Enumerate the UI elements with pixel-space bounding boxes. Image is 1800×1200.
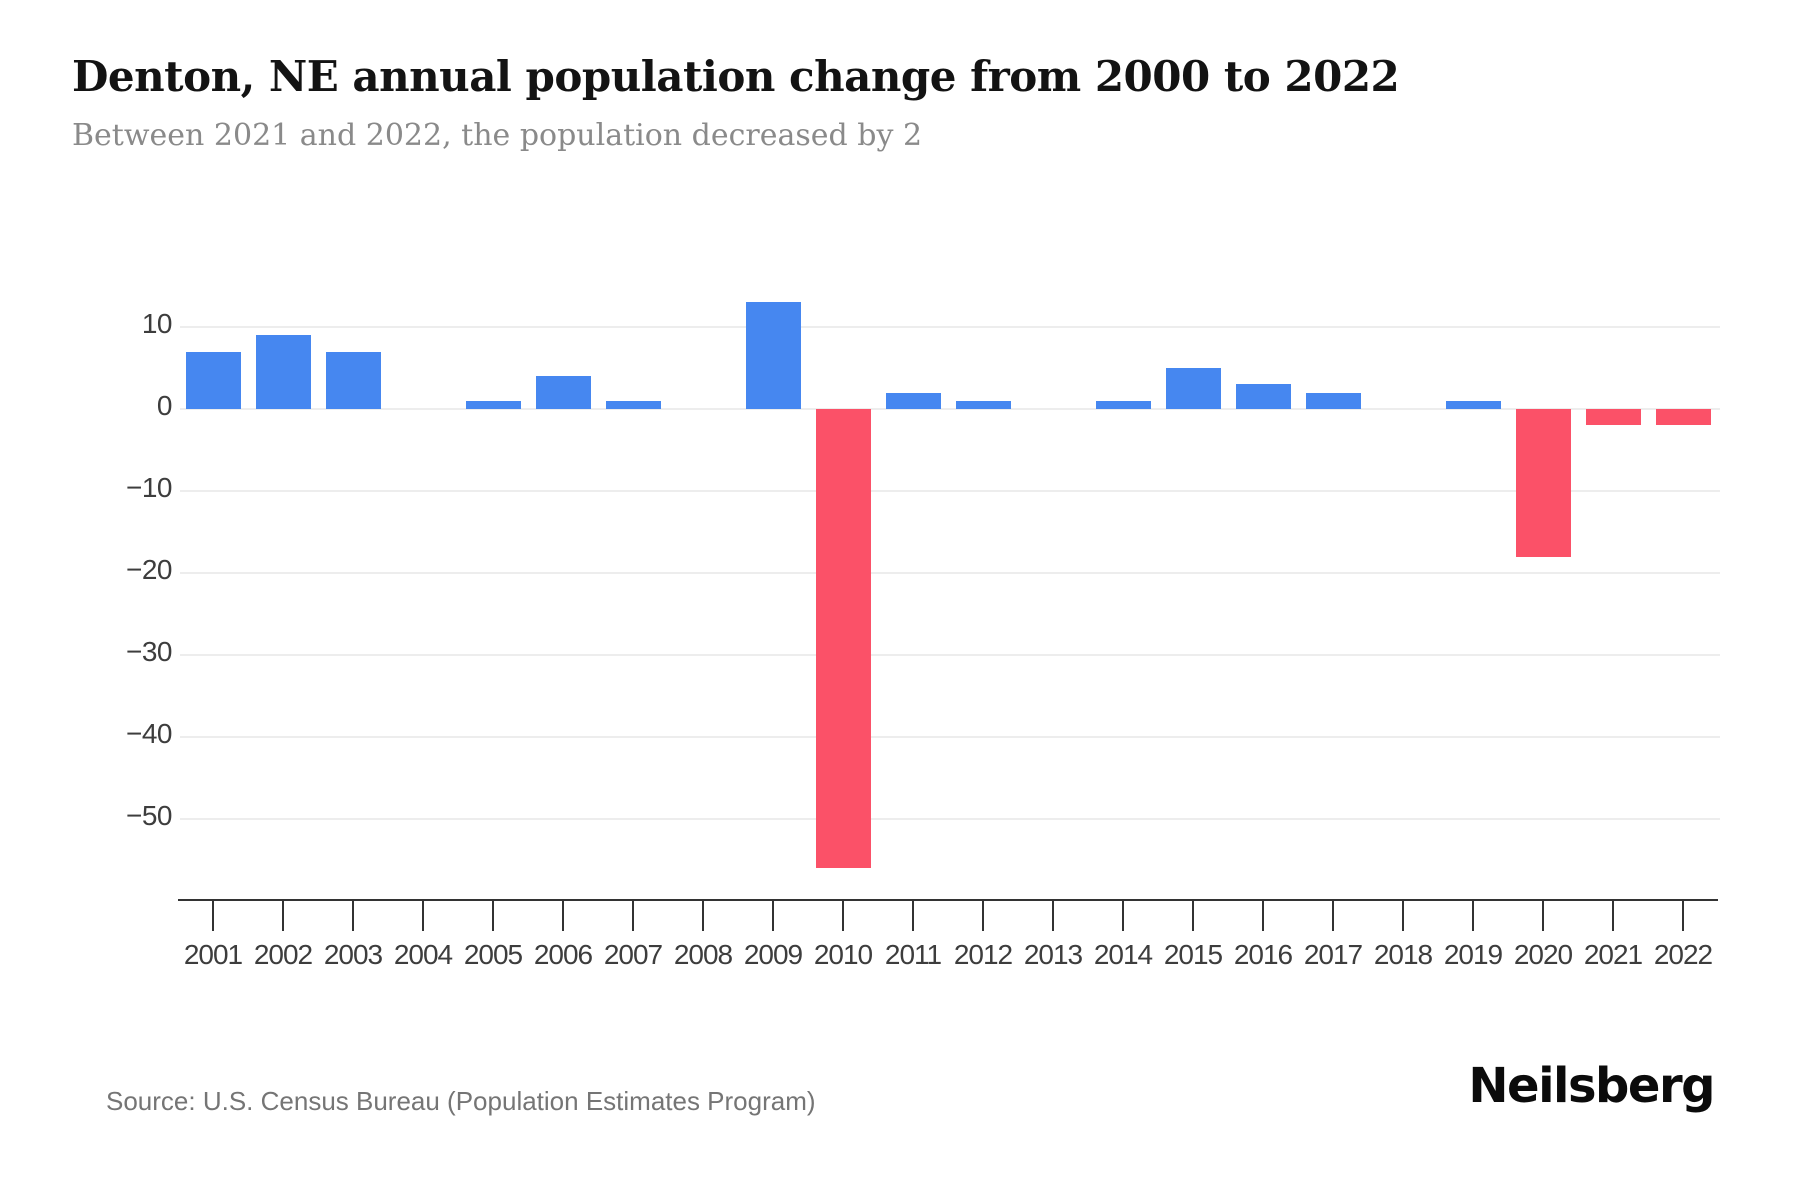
- bar-2001: [185, 351, 241, 409]
- y-axis-label: −20: [126, 554, 173, 585]
- bar-2007: [605, 400, 661, 409]
- y-gridline: [180, 408, 1720, 410]
- y-axis-label: 10: [141, 308, 173, 339]
- x-axis-label-2014: 2014: [1093, 939, 1153, 970]
- bar-2016: [1235, 384, 1291, 409]
- x-axis-tick: [492, 900, 494, 931]
- x-axis-tick: [1682, 900, 1684, 931]
- x-axis-label-2006: 2006: [533, 939, 593, 970]
- bar-2019: [1445, 400, 1501, 409]
- x-axis-label-2012: 2012: [953, 939, 1013, 970]
- x-axis-label-2004: 2004: [393, 939, 453, 970]
- y-axis-label: −40: [126, 718, 173, 749]
- x-axis-tick: [772, 900, 774, 931]
- x-axis-tick: [1192, 900, 1194, 931]
- x-axis-label-2022: 2022: [1653, 939, 1713, 970]
- x-axis-tick: [912, 900, 914, 931]
- x-axis-tick: [1472, 900, 1474, 931]
- neilsberg-logo: Neilsberg: [1468, 1058, 1715, 1114]
- x-axis-label-2018: 2018: [1373, 939, 1433, 970]
- bar-2003: [325, 351, 381, 409]
- bar-2005: [465, 400, 521, 409]
- x-axis-tick: [1612, 900, 1614, 931]
- x-axis-line: [178, 899, 1718, 901]
- bar-2020: [1515, 409, 1571, 557]
- x-axis-tick: [1052, 900, 1054, 931]
- x-axis-tick: [282, 900, 284, 931]
- x-axis-tick: [422, 900, 424, 931]
- x-axis-label-2020: 2020: [1513, 939, 1573, 970]
- x-axis-tick: [632, 900, 634, 931]
- x-axis-label-2019: 2019: [1443, 939, 1503, 970]
- x-axis-label-2016: 2016: [1233, 939, 1293, 970]
- bar-2021: [1585, 409, 1641, 426]
- x-axis-tick: [842, 900, 844, 931]
- x-axis-tick: [212, 900, 214, 931]
- x-axis-tick: [1122, 900, 1124, 931]
- x-axis-tick: [352, 900, 354, 931]
- source-note: Source: U.S. Census Bureau (Population E…: [106, 1086, 816, 1116]
- y-gridline: [180, 818, 1720, 820]
- x-axis-label-2003: 2003: [323, 939, 383, 970]
- bar-2014: [1095, 400, 1151, 409]
- x-axis-tick: [1332, 900, 1334, 931]
- x-axis-label-2011: 2011: [884, 939, 942, 970]
- x-axis-label-2013: 2013: [1023, 939, 1083, 970]
- chart-title: Denton, NE annual population change from…: [72, 52, 1400, 101]
- x-axis-label-2009: 2009: [743, 939, 803, 970]
- x-axis-label-2017: 2017: [1303, 939, 1363, 970]
- bar-2006: [535, 376, 591, 409]
- chart-subtitle: Between 2021 and 2022, the population de…: [72, 118, 923, 153]
- x-axis-label-2001: 2001: [183, 939, 243, 970]
- y-gridline: [180, 490, 1720, 492]
- bar-2010: [815, 409, 871, 869]
- y-gridline: [180, 654, 1720, 656]
- x-axis-label-2015: 2015: [1163, 939, 1223, 970]
- bar-2002: [255, 335, 311, 409]
- x-axis-tick: [562, 900, 564, 931]
- y-axis-label: −30: [126, 636, 173, 667]
- x-axis-label-2002: 2002: [253, 939, 313, 970]
- bar-2022: [1655, 409, 1711, 426]
- x-axis-tick: [1402, 900, 1404, 931]
- x-axis-tick: [1542, 900, 1544, 931]
- y-gridline: [180, 736, 1720, 738]
- y-gridline: [180, 572, 1720, 574]
- bar-2015: [1165, 368, 1221, 409]
- y-gridline: [180, 326, 1720, 328]
- bar-2017: [1305, 392, 1361, 409]
- y-axis-label: 0: [156, 390, 173, 421]
- y-axis-label: −50: [126, 800, 173, 831]
- bar-2009: [745, 302, 801, 409]
- bar-2012: [955, 400, 1011, 409]
- y-axis-label: −10: [126, 472, 173, 503]
- x-axis-label-2005: 2005: [463, 939, 523, 970]
- bar-2011: [885, 392, 941, 409]
- x-axis-tick: [982, 900, 984, 931]
- x-axis-label-2008: 2008: [673, 939, 733, 970]
- x-axis-label-2007: 2007: [603, 939, 663, 970]
- x-axis-label-2021: 2021: [1583, 939, 1643, 970]
- x-axis-tick: [702, 900, 704, 931]
- x-axis-tick: [1262, 900, 1264, 931]
- x-axis-label-2010: 2010: [813, 939, 873, 970]
